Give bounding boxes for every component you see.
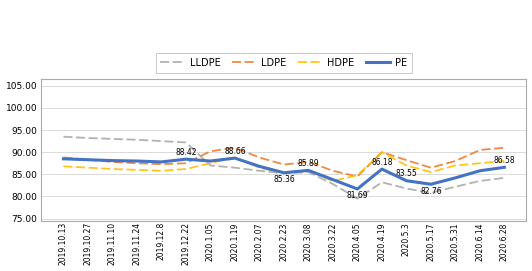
PE bbox=[330, 178, 336, 181]
HDPE bbox=[207, 162, 213, 165]
HDPE bbox=[281, 171, 287, 175]
Text: 88.66: 88.66 bbox=[224, 147, 246, 156]
HDPE bbox=[477, 162, 483, 165]
HDPE bbox=[379, 151, 385, 154]
PE bbox=[354, 187, 361, 191]
Text: 81.69: 81.69 bbox=[346, 191, 368, 201]
HDPE bbox=[109, 167, 115, 171]
LLDPE bbox=[158, 140, 164, 143]
PE bbox=[403, 179, 410, 182]
LDPE bbox=[428, 166, 434, 169]
HDPE bbox=[158, 169, 164, 172]
HDPE bbox=[85, 166, 91, 169]
LDPE bbox=[477, 148, 483, 151]
LLDPE bbox=[330, 182, 336, 186]
PE bbox=[207, 159, 213, 163]
HDPE bbox=[330, 179, 336, 183]
LDPE bbox=[281, 163, 287, 166]
LLDPE bbox=[403, 187, 410, 190]
LLDPE bbox=[256, 169, 263, 172]
PE bbox=[232, 156, 238, 160]
HDPE bbox=[134, 168, 140, 172]
PE bbox=[158, 160, 164, 163]
LDPE bbox=[330, 169, 336, 172]
PE bbox=[452, 176, 459, 179]
LDPE bbox=[85, 158, 91, 161]
Text: 86.18: 86.18 bbox=[371, 158, 393, 167]
LLDPE bbox=[232, 166, 238, 169]
LLDPE bbox=[477, 179, 483, 183]
Text: 85.89: 85.89 bbox=[297, 159, 319, 168]
LLDPE bbox=[182, 141, 189, 144]
HDPE bbox=[354, 173, 361, 177]
PE bbox=[305, 169, 312, 172]
PE bbox=[182, 157, 189, 161]
LDPE bbox=[134, 162, 140, 165]
LDPE bbox=[182, 162, 189, 165]
LLDPE bbox=[452, 185, 459, 188]
PE bbox=[501, 166, 508, 169]
LLDPE bbox=[354, 197, 361, 200]
HDPE bbox=[256, 166, 263, 169]
LDPE bbox=[232, 146, 238, 149]
LDPE bbox=[109, 160, 115, 163]
HDPE bbox=[452, 164, 459, 167]
PE bbox=[477, 169, 483, 172]
LDPE bbox=[403, 159, 410, 162]
LLDPE bbox=[134, 138, 140, 141]
Text: 85.36: 85.36 bbox=[273, 175, 295, 184]
LDPE bbox=[207, 150, 213, 153]
Text: 86.58: 86.58 bbox=[494, 156, 515, 165]
Line: PE: PE bbox=[63, 158, 504, 189]
HDPE bbox=[428, 170, 434, 174]
Text: 82.76: 82.76 bbox=[420, 187, 442, 196]
LLDPE bbox=[379, 181, 385, 184]
HDPE bbox=[403, 164, 410, 167]
HDPE bbox=[182, 167, 189, 171]
LDPE bbox=[354, 175, 361, 178]
Legend: LLDPE, LDPE, HDPE, PE: LLDPE, LDPE, HDPE, PE bbox=[155, 53, 412, 73]
LDPE bbox=[256, 156, 263, 159]
PE bbox=[134, 159, 140, 163]
LDPE bbox=[501, 146, 508, 149]
Line: LLDPE: LLDPE bbox=[63, 137, 504, 199]
LLDPE bbox=[428, 191, 434, 195]
LDPE bbox=[452, 159, 459, 163]
LLDPE bbox=[60, 135, 66, 138]
PE bbox=[428, 183, 434, 186]
PE bbox=[281, 171, 287, 174]
PE bbox=[85, 158, 91, 161]
LLDPE bbox=[109, 137, 115, 141]
LDPE bbox=[158, 163, 164, 166]
Line: HDPE: HDPE bbox=[63, 152, 504, 181]
PE bbox=[256, 165, 263, 168]
PE bbox=[379, 167, 385, 171]
LLDPE bbox=[85, 136, 91, 140]
HDPE bbox=[60, 165, 66, 168]
LLDPE bbox=[281, 172, 287, 175]
Text: 83.55: 83.55 bbox=[395, 169, 417, 178]
LLDPE bbox=[305, 170, 312, 174]
LDPE bbox=[305, 160, 312, 163]
LDPE bbox=[379, 151, 385, 154]
LLDPE bbox=[501, 176, 508, 179]
PE bbox=[60, 157, 66, 160]
LLDPE bbox=[207, 164, 213, 167]
Line: LDPE: LDPE bbox=[63, 148, 504, 176]
HDPE bbox=[305, 169, 312, 172]
HDPE bbox=[232, 156, 238, 159]
HDPE bbox=[501, 159, 508, 163]
Text: 88.42: 88.42 bbox=[175, 148, 197, 157]
LDPE bbox=[60, 156, 66, 159]
PE bbox=[109, 159, 115, 162]
